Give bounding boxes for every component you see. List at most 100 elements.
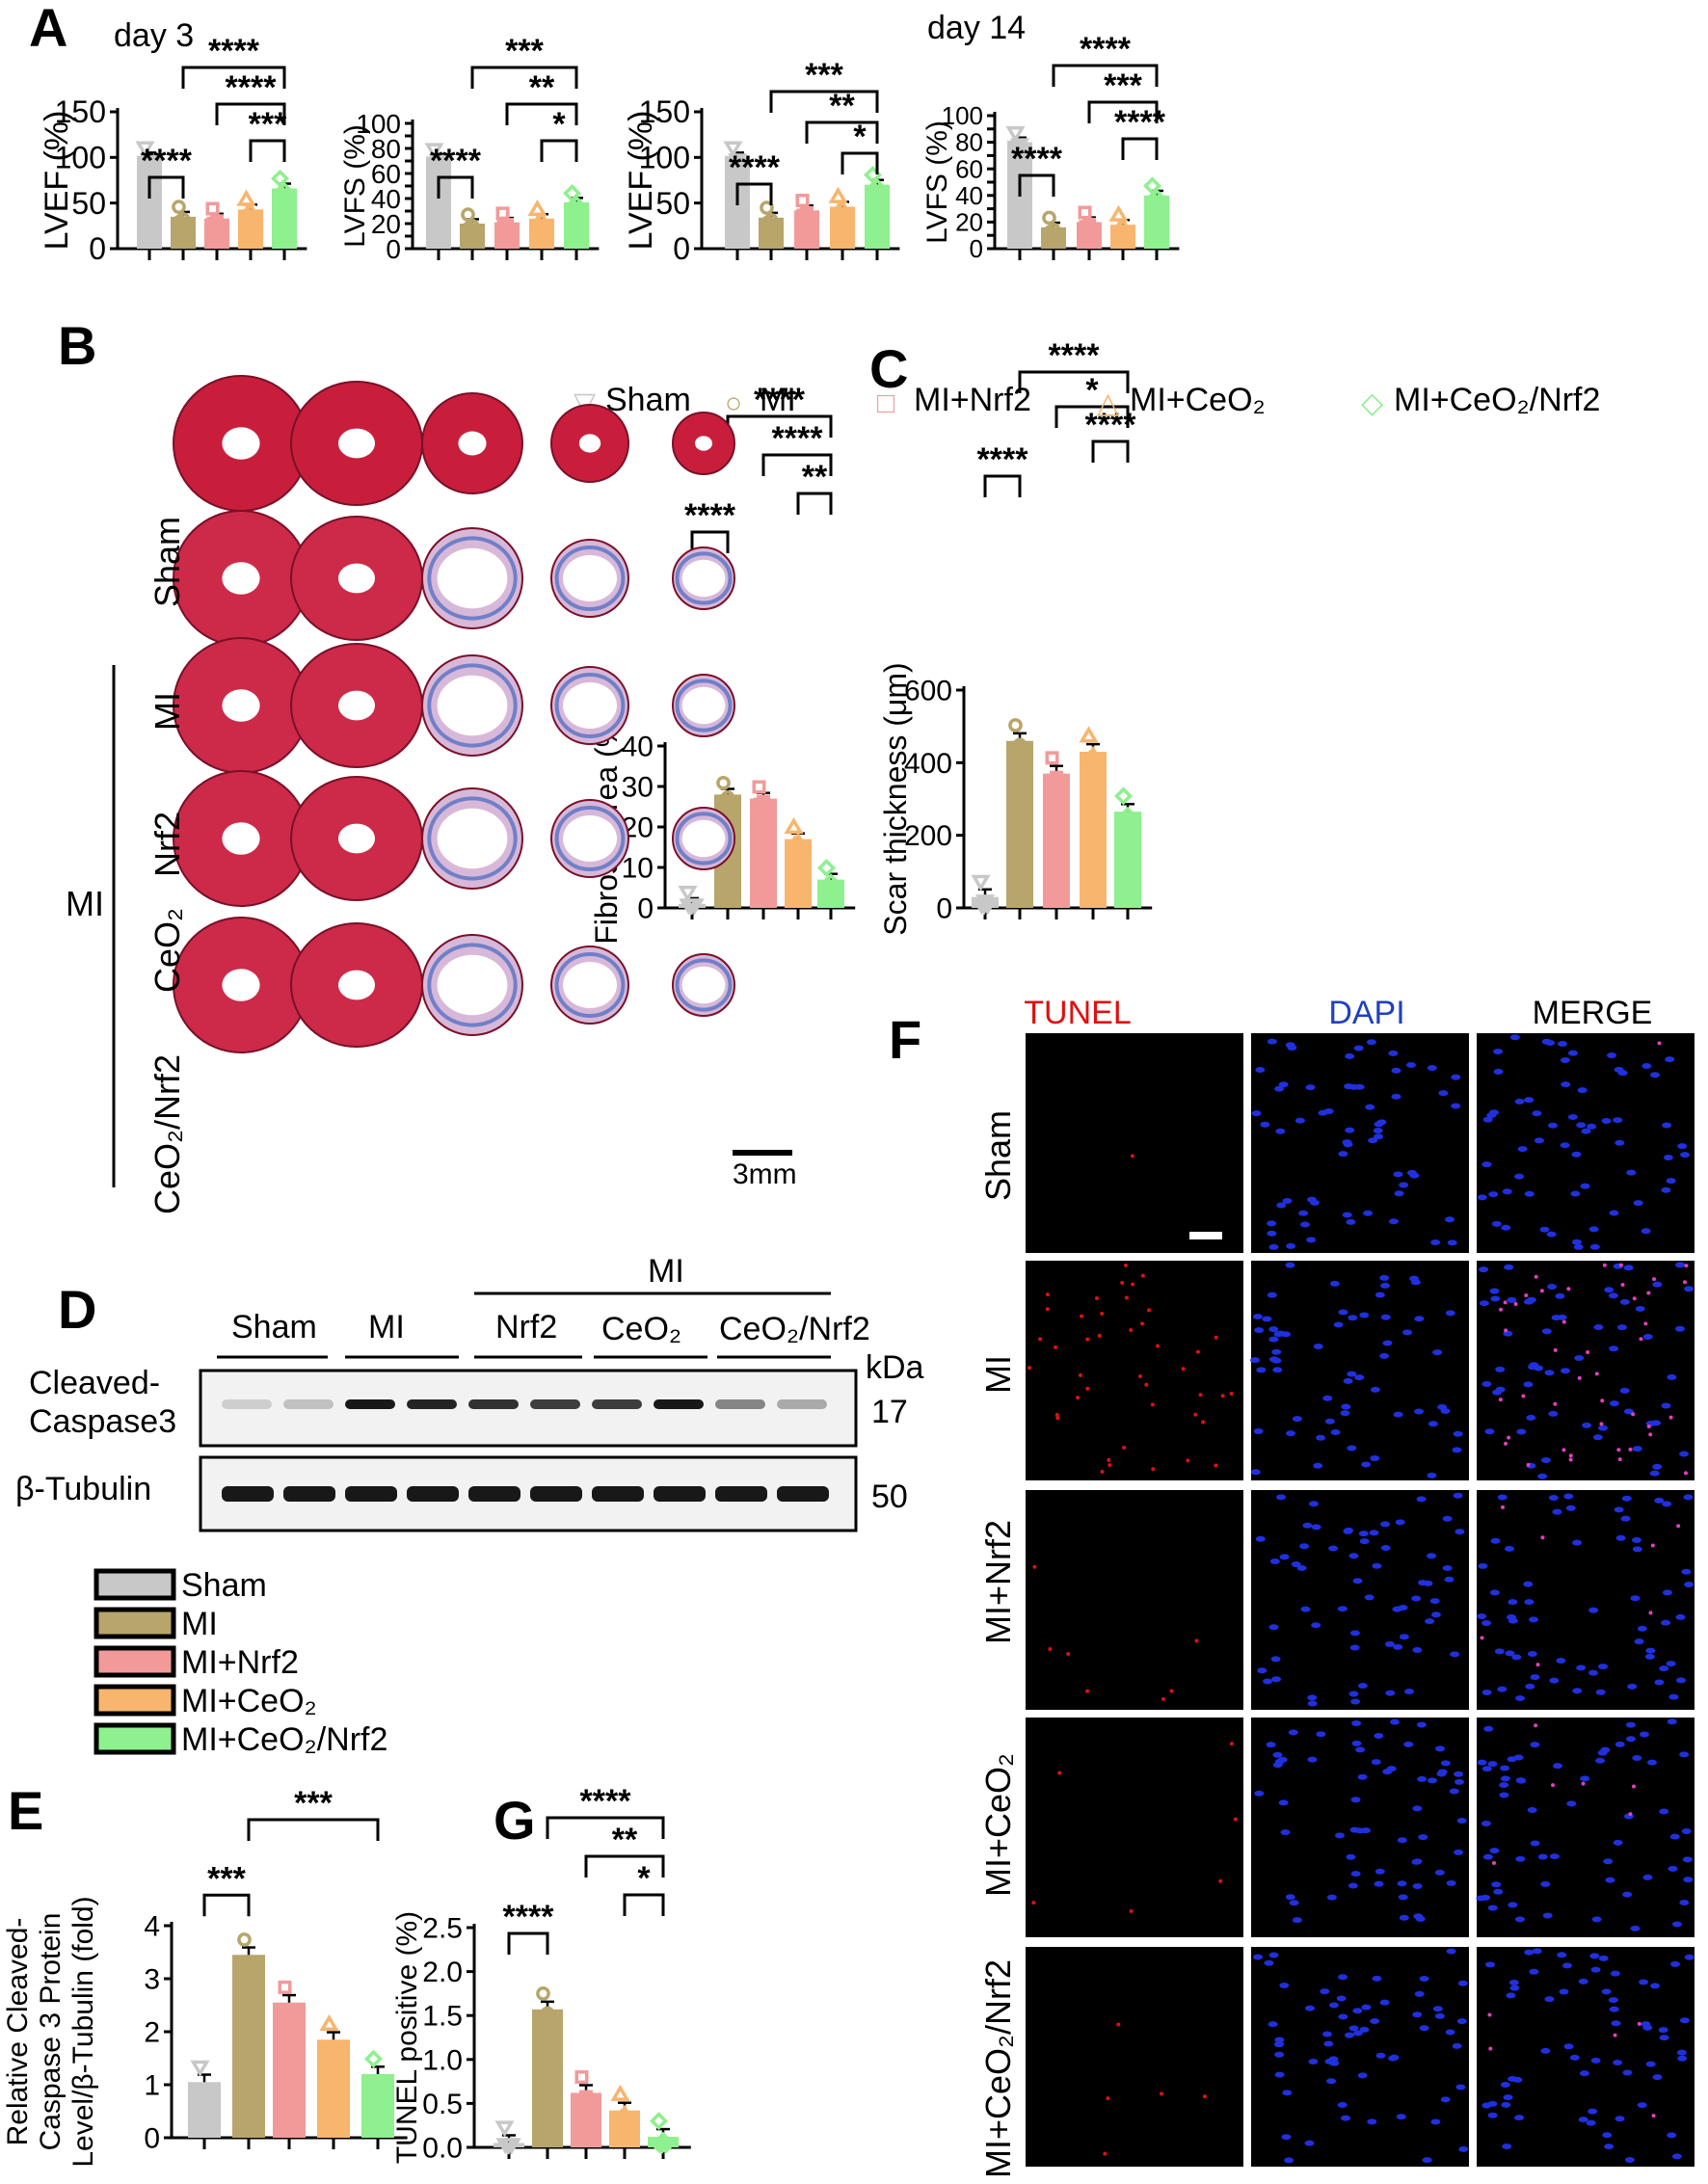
nucleus <box>1379 1352 1390 1359</box>
significance-bracket <box>1018 173 1055 197</box>
tunel-signal <box>1038 1337 1043 1342</box>
tunel-signal <box>1499 1307 1504 1312</box>
nucleus <box>1444 1576 1454 1583</box>
band-tubulin <box>345 1486 397 1502</box>
nucleus <box>1497 1494 1508 1501</box>
nucleus <box>1674 1325 1685 1332</box>
y-tick-label: 100 <box>356 109 401 139</box>
nucleus <box>1307 1700 1318 1707</box>
band-tubulin <box>283 1486 335 1502</box>
nucleus <box>1300 1606 1311 1612</box>
nucleus <box>1682 1856 1693 1863</box>
d-bands <box>222 1399 829 1502</box>
nucleus <box>1456 2018 1467 2025</box>
nucleus <box>1559 1988 1569 1995</box>
y-axis-label: TUNEL positive (%) <box>391 1911 423 2164</box>
data-point <box>190 2060 210 2077</box>
nucleus <box>1659 1808 1669 1815</box>
significance-bracket <box>247 1818 380 1841</box>
nucleus <box>1620 1515 1631 1522</box>
significance-bracket <box>181 66 286 89</box>
nucleus <box>1328 1545 1339 1552</box>
nucleus <box>1593 1323 1604 1330</box>
nucleus <box>1346 1853 1356 1860</box>
heart-lumen <box>337 690 376 721</box>
nucleus <box>1679 1451 1690 1457</box>
y-tick-label: 100 <box>639 141 690 175</box>
nucleus <box>1644 1653 1655 1660</box>
nucleus <box>1412 2011 1423 2018</box>
y-tick-label: 0.0 <box>422 2133 463 2165</box>
significance-bracket <box>761 453 833 476</box>
data-point <box>236 189 256 206</box>
legend-a-item-nrf2: MI+Nrf2 <box>914 382 1031 418</box>
heart-lumen <box>437 547 508 609</box>
nucleus <box>1684 1581 1695 1587</box>
nucleus <box>1511 1654 1522 1661</box>
band-tubulin <box>407 1486 459 1502</box>
nucleus <box>1613 1839 1623 1846</box>
data-point <box>795 194 810 208</box>
data-point <box>1012 737 1027 753</box>
data-point <box>1112 217 1134 234</box>
nucleus <box>1563 1493 1574 1500</box>
nucleus <box>1494 1648 1505 1655</box>
data-point <box>763 213 779 227</box>
nucleus <box>1380 1544 1391 1551</box>
nucleus <box>1274 2037 1285 2043</box>
nucleus <box>1363 1210 1374 1216</box>
nucleus <box>1403 1741 1414 1747</box>
nucleus <box>1502 2143 1512 2149</box>
nucleus <box>1405 1062 1416 1069</box>
nucleus <box>1574 1354 1585 1361</box>
band-tubulin <box>468 1486 520 1502</box>
data-point <box>278 1980 292 1994</box>
nucleus <box>1652 1281 1663 1288</box>
nucleus <box>1291 1560 1301 1567</box>
nucleus <box>1501 1224 1511 1231</box>
data-point <box>498 2138 520 2155</box>
significance-bracket <box>769 90 879 113</box>
nucleus <box>1493 1049 1504 1055</box>
y-tick-label: 2 <box>144 2017 160 2049</box>
data-point <box>1009 138 1030 155</box>
nucleus <box>1684 1954 1695 1960</box>
nucleus <box>1296 1565 1307 1572</box>
tunel-signal <box>1646 1424 1651 1428</box>
tunel-signal <box>1214 1335 1218 1340</box>
nucleus <box>1427 1553 1437 1559</box>
nucleus <box>1345 1127 1355 1133</box>
tunel-signal <box>1540 1535 1545 1540</box>
nucleus <box>1324 1418 1335 1425</box>
data-point <box>536 1986 550 2001</box>
y-tick-label: 30 <box>622 772 654 804</box>
micrograph <box>1026 1261 1243 1480</box>
nucleus <box>1326 2078 1337 2085</box>
tunel-signal <box>1031 1901 1036 1905</box>
nucleus <box>1389 2054 1400 2061</box>
y-tick-label: 150 <box>55 94 106 129</box>
nucleus <box>1267 1292 1277 1298</box>
nucleus <box>1274 2051 1285 2058</box>
nucleus <box>1500 1765 1510 1771</box>
tunel-signal <box>1652 1277 1657 1282</box>
tunel-signal <box>1628 1812 1633 1817</box>
heart-lumen <box>337 428 376 459</box>
nucleus <box>1393 1411 1403 1418</box>
d-group-ceo2: CeO₂ <box>601 1311 681 1347</box>
nucleus <box>1418 1834 1428 1841</box>
b-row-ceo2: CeO₂ <box>147 908 187 993</box>
nucleus <box>1300 1221 1311 1228</box>
y-tick-label: 2.0 <box>422 1957 463 1988</box>
nucleus <box>1586 2119 1596 2126</box>
tunel-signal <box>1657 1041 1662 1046</box>
nucleus <box>1365 1104 1375 1110</box>
nucleus <box>1639 1731 1649 1738</box>
significance-bracket <box>796 492 833 515</box>
nucleus <box>1411 1858 1422 1865</box>
nucleus <box>1335 1832 1346 1839</box>
y-tick-label: 0 <box>673 231 690 266</box>
nucleus <box>1578 1978 1588 1984</box>
tunel-signal <box>1045 1307 1050 1312</box>
nucleus <box>1590 2057 1601 2064</box>
